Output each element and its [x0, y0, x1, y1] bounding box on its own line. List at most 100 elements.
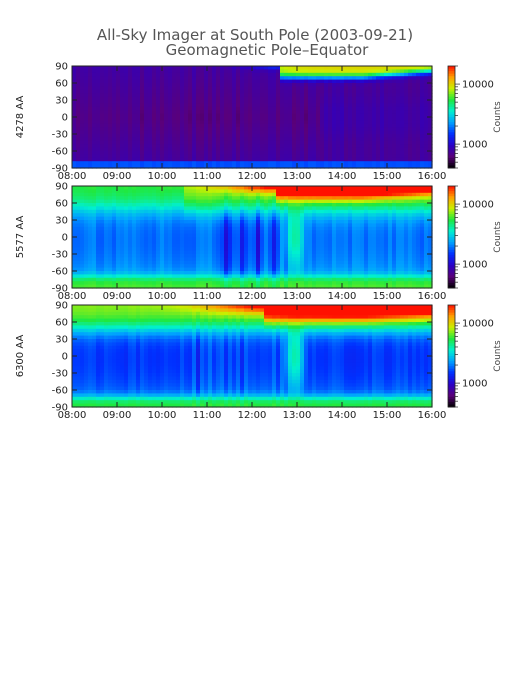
heatmap-cell [244, 134, 249, 138]
heatmap-cell [428, 120, 433, 125]
heatmap-cell [352, 147, 357, 152]
heatmap-cell [404, 86, 409, 91]
heatmap-cell [248, 134, 253, 138]
heatmap-cell [208, 123, 213, 128]
heatmap-cell [84, 209, 89, 214]
heatmap-cell [360, 157, 365, 162]
heatmap-cell [224, 233, 229, 238]
heatmap-cell [284, 120, 289, 125]
heatmap-cell [248, 189, 253, 194]
heatmap-cell [348, 100, 353, 104]
heatmap-cell [96, 79, 101, 84]
heatmap-cell [192, 100, 197, 104]
heatmap-cell [316, 271, 321, 275]
heatmap-cell [108, 250, 113, 255]
heatmap-cell [300, 134, 305, 138]
heatmap-cell [100, 147, 105, 152]
heatmap-cell [332, 86, 337, 91]
heatmap-cell [180, 66, 185, 70]
heatmap-cell [420, 89, 425, 94]
heatmap-cell [148, 243, 153, 248]
heatmap-cell [160, 93, 165, 98]
heatmap-cell [348, 223, 353, 228]
heatmap-cell [144, 79, 149, 84]
heatmap-cell [308, 151, 313, 155]
heatmap-cell [320, 281, 325, 286]
heatmap-cell [120, 230, 125, 235]
heatmap-cell [156, 240, 161, 245]
heatmap-cell [212, 260, 217, 265]
heatmap-cell [348, 274, 353, 279]
heatmap-cell [224, 154, 229, 159]
heatmap-cell [388, 69, 393, 74]
heatmap-cell [324, 154, 329, 159]
heatmap-cell [268, 281, 273, 286]
heatmap-cell [344, 237, 349, 241]
heatmap-cell [344, 130, 349, 135]
heatmap-cell [236, 79, 241, 84]
heatmap-cell [396, 83, 401, 87]
heatmap-cell [80, 277, 85, 282]
heatmap-cell [356, 254, 361, 258]
heatmap-cell [352, 93, 357, 98]
heatmap-cell [288, 243, 293, 248]
heatmap-cell [172, 106, 177, 111]
heatmap-cell [104, 209, 109, 214]
heatmap-cell [348, 147, 353, 152]
heatmap-cell [100, 117, 105, 121]
heatmap-cell [220, 199, 225, 204]
heatmap-cell [84, 147, 89, 152]
heatmap-cell [188, 277, 193, 282]
heatmap-cell [272, 247, 277, 252]
heatmap-cell [92, 264, 97, 269]
heatmap-cell [232, 206, 237, 211]
heatmap-cell [236, 240, 241, 245]
heatmap-cell [276, 274, 281, 279]
heatmap-cell [100, 189, 105, 194]
heatmap-cell [148, 144, 153, 149]
heatmap-cell [308, 226, 313, 231]
heatmap-cell [304, 260, 309, 265]
heatmap-cell [188, 213, 193, 218]
heatmap-cell [116, 233, 121, 238]
heatmap-cell [324, 223, 329, 228]
heatmap-cell [224, 127, 229, 132]
heatmap-cell [208, 96, 213, 101]
heatmap-cell [380, 144, 385, 149]
heatmap-cell [144, 66, 149, 70]
heatmap-cell [376, 103, 381, 108]
heatmap-cell [240, 226, 245, 231]
heatmap-cell [196, 140, 201, 145]
heatmap-cell [372, 123, 377, 128]
heatmap-cell [184, 130, 189, 135]
heatmap-cell [280, 157, 285, 162]
heatmap-cell [116, 76, 121, 81]
heatmap-cell [200, 110, 205, 115]
heatmap-cell [356, 247, 361, 252]
heatmap-cell [124, 79, 129, 84]
heatmap-cell [100, 209, 105, 214]
heatmap-cell [148, 151, 153, 155]
heatmap-cell [268, 137, 273, 142]
heatmap-cell [212, 100, 217, 104]
heatmap-cell [216, 161, 221, 166]
heatmap-cell [188, 254, 193, 258]
heatmap-cell [188, 164, 193, 169]
heatmap-cell [160, 147, 165, 152]
heatmap-cell [256, 274, 261, 279]
heatmap-cell [172, 120, 177, 125]
heatmap-cell [128, 247, 133, 252]
heatmap-cell [80, 69, 85, 74]
heatmap-cell [180, 264, 185, 269]
heatmap-cell [276, 86, 281, 91]
heatmap-cell [328, 226, 333, 231]
heatmap-cell [288, 209, 293, 214]
heatmap-cell [148, 93, 153, 98]
heatmap-cell [416, 69, 421, 74]
heatmap-cell [76, 157, 81, 162]
heatmap-cell [164, 123, 169, 128]
heatmap-cell [88, 144, 93, 149]
heatmap-cell [212, 113, 217, 118]
heatmap-cell [280, 164, 285, 169]
heatmap-cell [424, 66, 429, 70]
